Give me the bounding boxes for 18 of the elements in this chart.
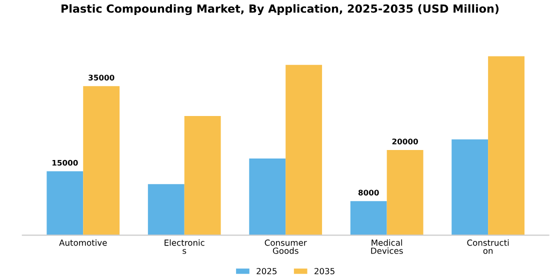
- legend-label: 2025: [256, 268, 277, 274]
- bar: [386, 150, 424, 236]
- x-tick-label: Electronic s: [164, 239, 204, 254]
- x-tick-label: Automotive: [59, 239, 107, 246]
- bar: [488, 56, 525, 236]
- bar: [249, 158, 286, 236]
- bar: [148, 184, 184, 236]
- bar: [286, 64, 322, 236]
- x-tick-label: Consumer Goods: [264, 240, 307, 254]
- bar: [350, 201, 387, 236]
- legend-label: 2035: [314, 268, 334, 274]
- x-tick-label: Constructi on: [467, 239, 509, 254]
- bar: [46, 171, 84, 236]
- chart-title: Plastic Compounding Market, By Application, 2025-2035 (USD Million): [62, 4, 499, 16]
- bar: [184, 116, 221, 236]
- bar: [83, 86, 120, 236]
- x-tick-label: Medical Devices: [371, 239, 403, 254]
- bar: [452, 139, 488, 236]
